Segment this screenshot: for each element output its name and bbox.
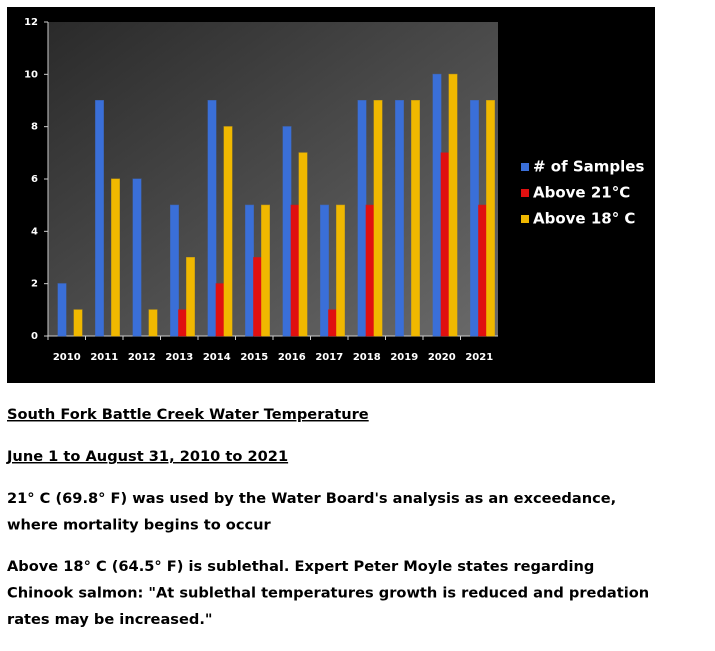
x-tick-label: 2014 [203,352,231,363]
bar [411,100,420,337]
bar [357,100,367,337]
x-tick-label: 2012 [128,352,156,363]
bar [282,126,292,337]
x-tick-label: 2021 [465,352,493,363]
doc-subtitle: June 1 to August 31, 2010 to 2021 [6,448,288,465]
bar [470,100,479,337]
paragraph-line: rates may be increased." [7,611,212,628]
plot-area [48,22,498,336]
x-tick-label: 2018 [353,352,381,363]
x-tick-label: 2016 [278,352,306,363]
bar [132,178,142,337]
bar [290,204,300,337]
bar [486,100,495,337]
bar [253,257,262,337]
x-tick-label: 2010 [53,352,81,363]
bar [365,204,375,337]
bar [95,100,104,337]
bar [395,100,404,337]
paragraph-line: Chinook salmon: "At sublethal temperatur… [7,585,649,602]
bar [186,257,195,337]
bar [440,152,450,337]
paragraph-line: Above 18° C (64.5° F) is sublethal. Expe… [7,558,594,575]
y-tick-label: 0 [31,331,38,342]
legend-label: Above 21°C [533,184,630,202]
x-tick-label: 2020 [428,352,456,363]
bar [245,204,254,337]
bar [170,204,179,337]
bar [328,309,337,337]
paragraph-line: 21° C (69.8° F) was used by the Water Bo… [7,490,616,507]
legend-swatch [521,189,529,197]
bar [178,309,187,337]
x-tick-label: 2013 [165,352,193,363]
bar [478,204,487,337]
legend-label: # of Samples [533,158,644,176]
y-tick-label: 10 [24,69,38,80]
x-tick-label: 2017 [315,352,343,363]
y-tick-label: 8 [31,122,38,133]
bar [57,283,67,337]
bar [320,204,329,337]
y-tick-label: 2 [31,279,38,290]
bar [148,309,158,337]
bar [432,73,442,337]
bar [73,309,83,337]
y-tick-label: 4 [31,226,38,237]
bar [261,204,270,337]
y-tick-label: 6 [31,174,38,185]
legend-swatch [521,163,529,171]
bar [207,100,217,337]
bar [448,73,458,337]
legend-label: Above 18° C [533,210,635,228]
bar [111,178,120,337]
bar [373,100,383,337]
x-tick-label: 2011 [90,352,118,363]
bar [215,283,225,337]
x-tick-label: 2019 [390,352,418,363]
bar [336,204,345,337]
paragraph-line: where mortality begins to occur [7,517,272,534]
legend-swatch [521,215,529,223]
bar [223,126,233,337]
x-tick-label: 2015 [240,352,268,363]
doc-title: South Fork Battle Creek Water Temperatur… [7,406,369,423]
y-tick-label: 12 [24,17,38,28]
bar [298,152,308,337]
